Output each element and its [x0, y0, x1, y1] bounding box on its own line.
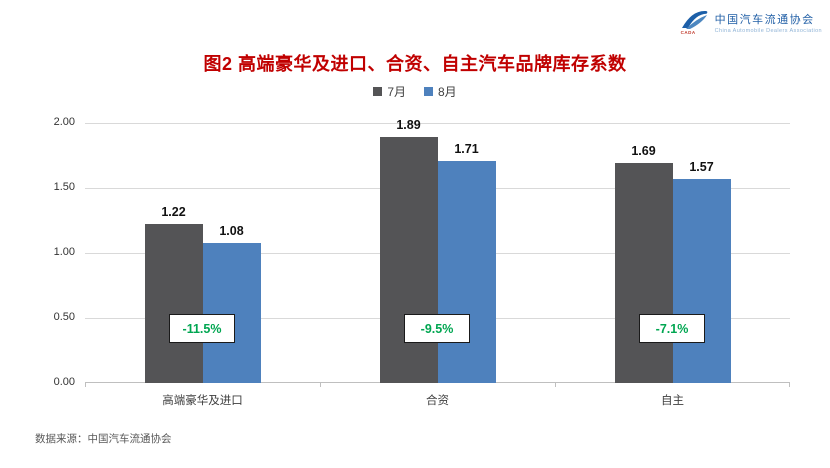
legend-swatch [373, 87, 383, 96]
y-tick-label: 0.50 [53, 311, 75, 323]
x-axis-tick [789, 383, 790, 387]
y-tick-label: 0.00 [53, 376, 75, 388]
legend-item-8月: 8月 [424, 83, 457, 100]
bar-value-label: 1.71 [454, 141, 479, 156]
legend-item-7月: 7月 [373, 83, 406, 100]
bar-value-label: 1.22 [161, 205, 186, 220]
legend-label: 7月 [387, 85, 406, 99]
y-tick-label: 2.00 [53, 116, 75, 128]
bar-8月 [202, 242, 261, 383]
change-badge: -9.5% [404, 314, 470, 343]
legend-label: 8月 [438, 85, 457, 99]
y-tick-label: 1.00 [53, 246, 75, 258]
bar-8月 [672, 178, 731, 383]
y-tick-label: 1.50 [53, 181, 75, 193]
chart-title: 图2 高端豪华及进口、合资、自主汽车品牌库存系数 [203, 54, 627, 74]
cada-badge: CADA [680, 30, 696, 35]
x-axis-label: 高端豪华及进口 [162, 395, 243, 407]
data-source-note: 数据来源：中国汽车流通协会 [35, 433, 172, 445]
legend: 7月 8月 [0, 83, 830, 100]
bar-8月 [437, 160, 496, 383]
bar-group: 1.89 1.71 -9.5% 合资 [320, 118, 555, 407]
org-logo: CADA 中国汽车流通协会 China Automobile Dealers A… [680, 8, 822, 35]
x-axis-tick [555, 383, 556, 387]
change-badge: -7.1% [639, 314, 705, 343]
legend-swatch [424, 87, 433, 96]
bar-7月 [614, 163, 673, 383]
x-axis-tick [320, 383, 321, 387]
org-name-en: China Automobile Dealers Association [714, 28, 822, 34]
swoosh-logo-icon: CADA [680, 8, 710, 35]
bar-value-label: 1.69 [631, 144, 656, 159]
bar-group: 1.22 1.08 -11.5% 高端豪华及进口 [85, 123, 320, 407]
bar-group: 1.69 1.57 -7.1% 自主 [555, 123, 790, 407]
bar-7月 [379, 137, 438, 383]
x-axis-tick [85, 383, 86, 387]
x-axis-label: 自主 [661, 395, 684, 407]
x-axis-label: 合资 [426, 395, 449, 407]
plot-area: 0.00 0.50 1.00 1.50 2.00 1.22 1.08 -11.5% 高端豪华及进… [54, 116, 790, 407]
change-badge: -11.5% [169, 314, 235, 343]
gridline [85, 123, 790, 124]
org-name-cn: 中国汽车流通协会 [714, 14, 815, 26]
bar-value-label: 1.89 [396, 118, 421, 133]
bar-value-label: 1.08 [219, 223, 244, 238]
bar-7月 [144, 224, 203, 383]
bar-value-label: 1.57 [689, 159, 714, 174]
